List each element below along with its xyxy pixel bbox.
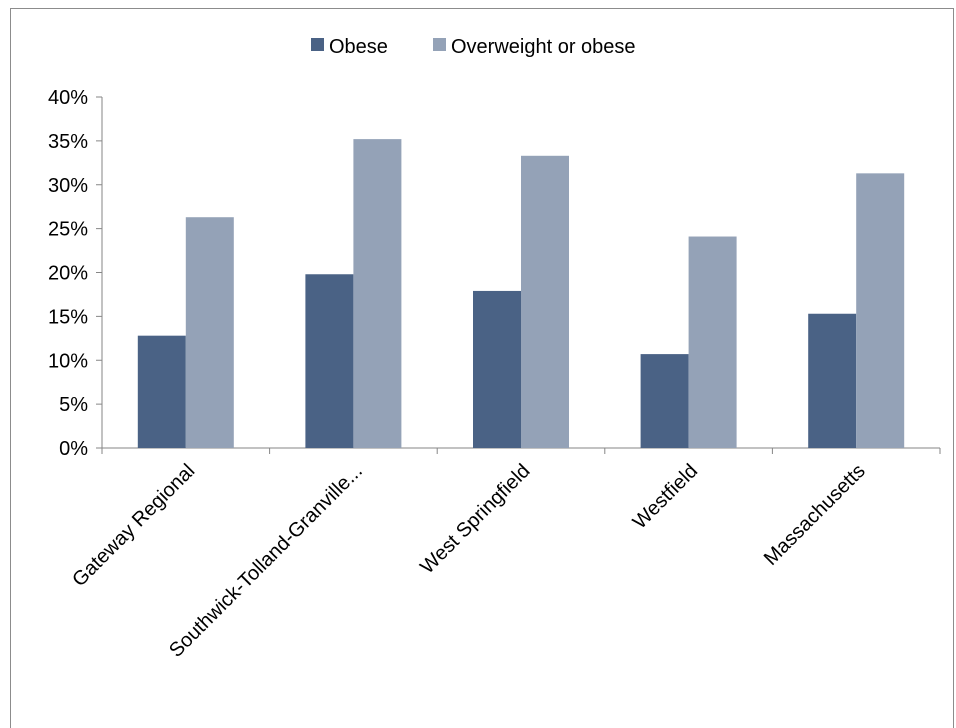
y-tick-label: 25% xyxy=(48,219,88,241)
y-axis: 0% 5% 10% 15% 20% 25% 30% 35% 40% xyxy=(48,87,103,460)
x-tick-label: Westfield xyxy=(629,460,702,533)
x-tick-label: Gateway Regional xyxy=(68,460,199,591)
bars xyxy=(137,139,905,449)
legend-label-overweight-or-obese: Overweight or obese xyxy=(451,36,636,58)
legend-swatch-overweight-or-obese xyxy=(433,38,446,51)
x-tick-label: West Springfield xyxy=(416,460,534,578)
bar-overweight-or-obese-4 xyxy=(856,173,905,448)
y-tick-label: 30% xyxy=(48,175,88,197)
y-tick-label: 15% xyxy=(48,306,88,328)
chart-frame xyxy=(10,8,954,728)
y-tick-label: 35% xyxy=(48,131,88,153)
bar-obese-3 xyxy=(640,354,689,448)
bar-overweight-or-obese-0 xyxy=(185,217,234,448)
x-axis: Gateway RegionalSouthwick-Tolland-Granvi… xyxy=(68,447,941,662)
y-tick-label: 10% xyxy=(48,350,88,372)
y-tick-label: 40% xyxy=(48,87,88,109)
y-tick-label: 5% xyxy=(59,394,88,416)
bar-obese-4 xyxy=(808,313,857,448)
bar-overweight-or-obese-1 xyxy=(353,139,402,448)
bar-obese-2 xyxy=(473,290,521,448)
legend-swatch-obese xyxy=(311,38,324,51)
legend-label-obese: Obese xyxy=(329,36,388,58)
bar-overweight-or-obese-2 xyxy=(521,155,569,449)
bar-overweight-or-obese-3 xyxy=(688,236,737,448)
x-tick-label: Massachusetts xyxy=(760,460,870,570)
y-tick-label: 0% xyxy=(59,438,88,460)
legend: Obese Overweight or obese xyxy=(311,36,636,58)
x-tick-label: Southwick-Tolland-Granville... xyxy=(165,460,367,662)
bar-obese-0 xyxy=(137,335,186,448)
y-tick-label: 20% xyxy=(48,263,88,285)
bar-obese-1 xyxy=(305,274,354,448)
